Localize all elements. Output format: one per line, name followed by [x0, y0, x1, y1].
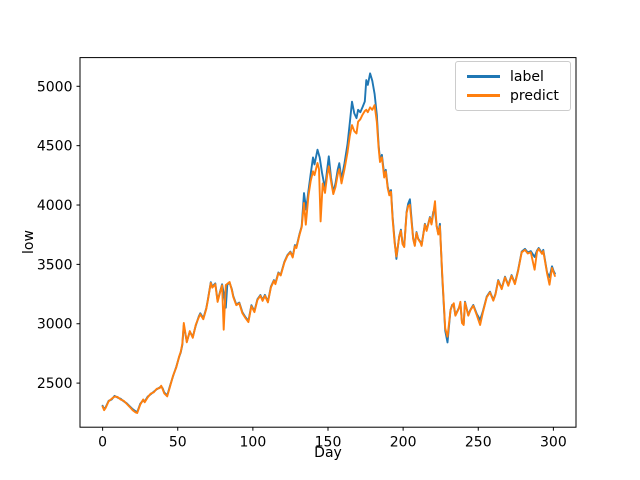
axes-spines [79, 57, 577, 428]
series-label-line [101, 72, 556, 414]
x-tick-label: 200 [390, 435, 417, 451]
y-tick-label: 3000 [37, 317, 73, 333]
x-tick-label: 100 [240, 435, 267, 451]
y-tick-label: 5000 [37, 79, 73, 95]
predict-line-swatch [467, 94, 500, 97]
y-tick-label: 3500 [37, 257, 73, 273]
y-tick-label: 4500 [37, 139, 73, 155]
y-axis-label: low [21, 230, 37, 254]
legend: label predict [455, 61, 571, 111]
legend-item-predict: predict [467, 86, 570, 105]
x-tick-label: 250 [465, 435, 492, 451]
x-tick-label: 0 [98, 435, 107, 451]
y-tick-label: 4000 [37, 198, 73, 214]
legend-item-label: label [467, 67, 570, 86]
x-axis-label: Day [314, 445, 342, 461]
x-tick-label: 150 [315, 435, 342, 451]
legend-label-text: label [510, 68, 544, 85]
legend-predict-text: predict [510, 87, 559, 104]
label-line-swatch [467, 75, 500, 78]
x-tick-label: 50 [169, 435, 187, 451]
series-predict-line [101, 104, 556, 414]
y-tick-label: 2500 [37, 376, 73, 392]
x-tick-label: 300 [540, 435, 567, 451]
